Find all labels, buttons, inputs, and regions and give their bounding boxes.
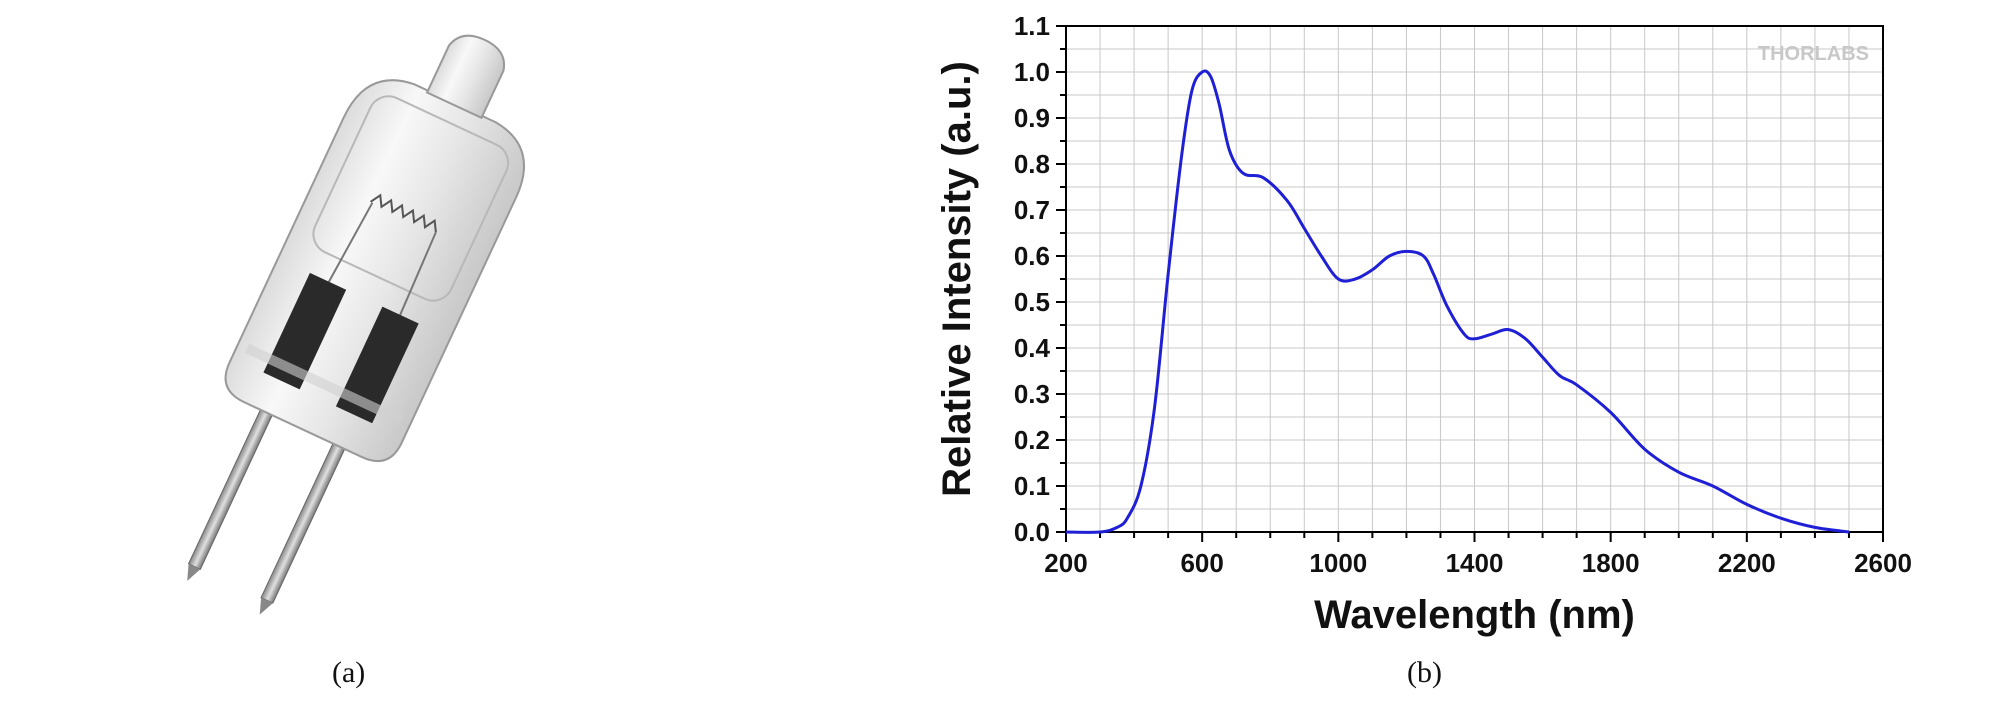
y-axis-ticks: 0.0 0.1 0.2 0.3 0.4 0.5 0.6 0.7 0.8 0.9 1.0 1.1 (1014, 11, 1066, 547)
lead-wire-right (393, 231, 437, 330)
pinch-seal (244, 343, 404, 425)
y-tick-label: 1.1 (1014, 11, 1050, 41)
halogen-lamp-drawing (187, 34, 525, 615)
x-axis-label: Wavelength (nm) (1314, 593, 1635, 637)
pin-right-tip (259, 597, 273, 615)
spectrum-chart-panel: 200 600 1000 1400 1800 2200 2600 0.0 0.1 0.2 0.3 0… (920, 0, 2008, 640)
y-tick-label: 0.7 (1014, 195, 1050, 225)
y-tick-label: 0.9 (1014, 103, 1050, 133)
y-tick-label: 0.2 (1014, 425, 1050, 455)
x-axis-ticks: 200 600 1000 1400 1800 2200 2600 (1044, 532, 1912, 578)
y-tick-label: 0.3 (1014, 379, 1050, 409)
y-tick-label: 0.6 (1014, 241, 1050, 271)
inner-bulb-outline (312, 95, 510, 302)
pin-left-tip (187, 563, 201, 581)
y-tick-label: 0.5 (1014, 287, 1050, 317)
caption-b: (b) (1407, 656, 1442, 689)
x-tick-label: 600 (1180, 548, 1223, 578)
x-tick-label: 1800 (1582, 548, 1640, 578)
x-tick-label: 2200 (1718, 548, 1776, 578)
glass-tip (425, 34, 506, 120)
y-axis-label: Relative Intensity (a.u.) (935, 61, 979, 497)
halogen-lamp-image (80, 0, 640, 640)
y-tick-label: 0.0 (1014, 517, 1050, 547)
y-tick-label: 0.4 (1014, 333, 1051, 363)
x-tick-label: 1000 (1309, 548, 1367, 578)
y-tick-label: 0.1 (1014, 471, 1050, 501)
x-tick-label: 2600 (1854, 548, 1912, 578)
filament-coil (370, 193, 437, 233)
spectrum-chart: 200 600 1000 1400 1800 2200 2600 0.00.10.20.30… (935, 11, 1912, 637)
caption-a: (a) (332, 656, 366, 689)
y-tick-label: 0.8 (1014, 149, 1050, 179)
x-tick-label: 200 (1044, 548, 1087, 578)
series-line (1065, 69, 1850, 534)
y-tick-label: 1.0 (1014, 57, 1050, 87)
lead-wire-left (320, 202, 374, 296)
x-tick-label: 1400 (1446, 548, 1504, 578)
thorlabs-watermark: THORLABS (1758, 43, 1869, 65)
